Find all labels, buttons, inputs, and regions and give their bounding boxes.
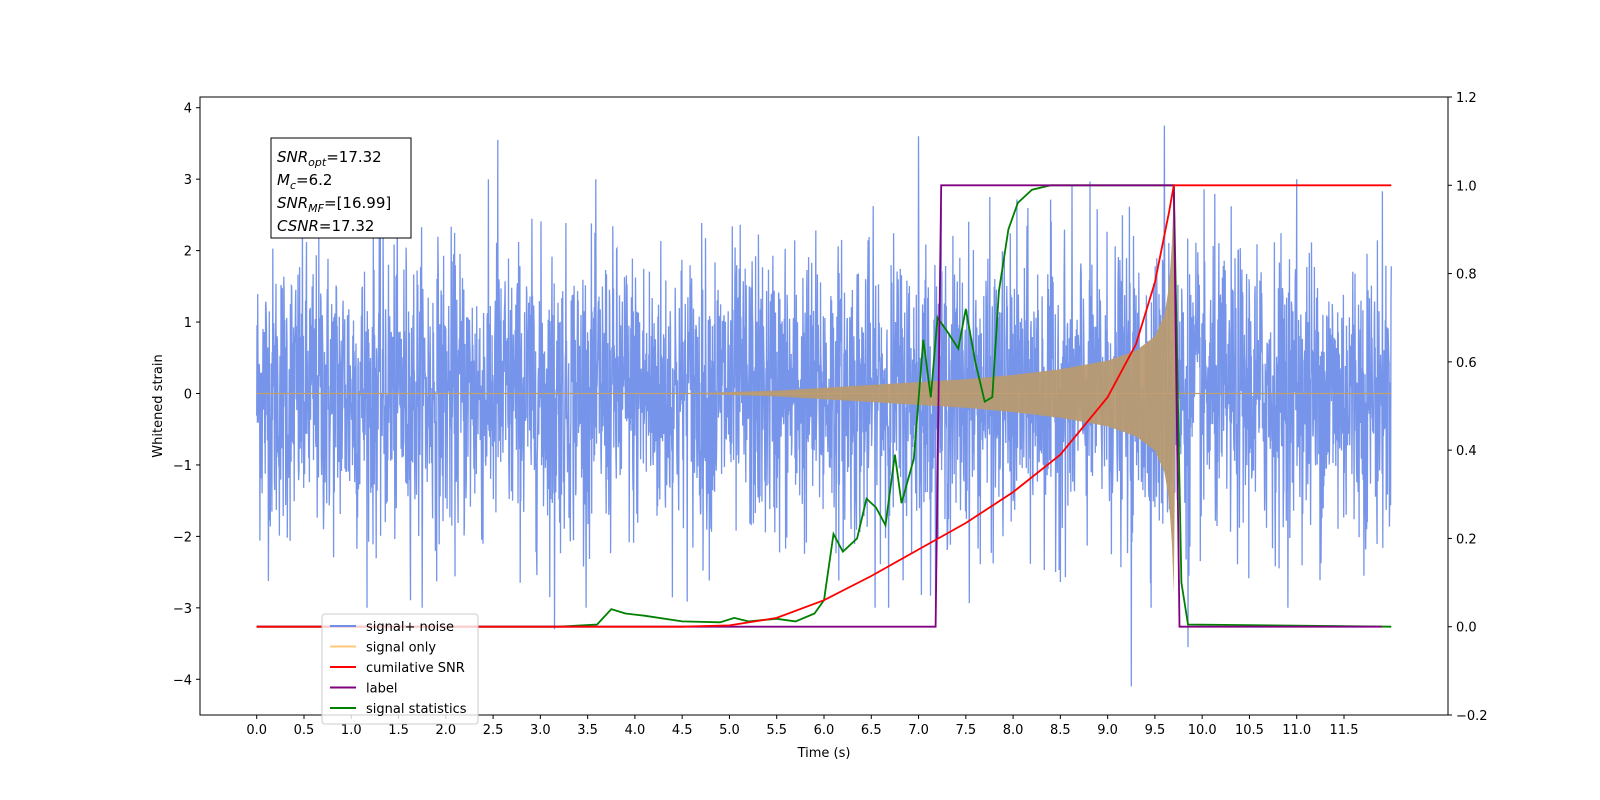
x-tick-label: 6.0 xyxy=(814,723,835,738)
annotation-line: CSNR=17.32 xyxy=(277,217,374,235)
line-signal-plus-noise xyxy=(256,125,1392,687)
y-axis-right: −0.2 0.0 0.2 0.4 0.6 0.8 1.0 1.2 xyxy=(1448,91,1488,724)
annotation-value: =17.32 xyxy=(319,217,375,235)
x-tick-label: 5.0 xyxy=(719,723,740,738)
y-right-tick-label: 0.8 xyxy=(1456,268,1477,283)
legend-label: cumilative SNR xyxy=(366,661,465,676)
x-tick-label: 11.0 xyxy=(1282,723,1311,738)
annotation-frame xyxy=(270,137,412,239)
legend: signal+ noise signal only cumilative SNR la… xyxy=(321,613,479,725)
x-tick-label: 2.0 xyxy=(435,723,456,738)
legend-label: signal statistics xyxy=(366,702,467,717)
y-right-tick-label: 1.0 xyxy=(1456,179,1477,194)
annotation-value: =[16.99] xyxy=(324,194,391,212)
x-tick-label: 9.5 xyxy=(1145,723,1166,738)
y-left-tick-label: 1 xyxy=(184,316,192,331)
annotation-box: SNRopt=17.32Mc=6.2SNRMF=[16.99]CSNR=17.3… xyxy=(270,137,412,239)
x-tick-label: 4.0 xyxy=(625,723,646,738)
y-right-tick-label: 0.6 xyxy=(1456,356,1477,371)
annotation-subscript: MF xyxy=(308,202,324,215)
x-tick-label: 8.0 xyxy=(1003,723,1024,738)
series-signal-only xyxy=(256,193,1392,594)
line-signal-statistics xyxy=(256,184,1392,628)
x-tick-label: 10.5 xyxy=(1235,723,1264,738)
x-tick-label: 6.5 xyxy=(861,723,882,738)
y-right-tick-label: 0.0 xyxy=(1456,621,1477,636)
x-tick-label: 4.5 xyxy=(672,723,693,738)
x-tick-label: 10.0 xyxy=(1188,723,1217,738)
annotation-symbol: SNR xyxy=(277,194,308,212)
x-tick-label: 11.5 xyxy=(1330,723,1359,738)
line-cumilative-snr xyxy=(256,184,1392,628)
annotation-line: SNRMF=[16.99] xyxy=(277,194,391,215)
annotation-line: Mc=6.2 xyxy=(277,171,332,192)
y-right-tick-label: 0.2 xyxy=(1456,532,1477,547)
x-tick-label: 1.5 xyxy=(388,723,409,738)
y-right-tick-label: 0.4 xyxy=(1456,444,1477,459)
x-tick-label: 2.5 xyxy=(483,723,504,738)
y-left-tick-label: 3 xyxy=(184,173,192,188)
annotation-symbol: M xyxy=(277,171,290,189)
legend-label: signal+ noise xyxy=(366,620,454,635)
legend-frame xyxy=(321,613,479,725)
x-tick-label: 7.0 xyxy=(908,723,929,738)
y-left-tick-label: 0 xyxy=(184,387,192,402)
legend-label: label xyxy=(366,682,397,697)
right-axis-series xyxy=(256,184,1392,628)
annotation-value: =6.2 xyxy=(296,171,332,189)
y-axis-label: Whitened strain xyxy=(151,354,166,457)
annotation-subscript: c xyxy=(290,179,296,192)
x-tick-label: 0.0 xyxy=(246,723,267,738)
series-signal-plus-noise xyxy=(256,125,1392,687)
y-left-tick-label: −1 xyxy=(173,459,192,474)
annotation-line: SNRopt=17.32 xyxy=(277,148,382,169)
annotation-subscript: opt xyxy=(308,156,327,169)
x-tick-label: 3.0 xyxy=(530,723,551,738)
y-right-tick-label: 1.2 xyxy=(1456,91,1477,106)
y-left-tick-label: −3 xyxy=(173,602,192,617)
x-tick-label: 9.0 xyxy=(1097,723,1118,738)
legend-label: signal only xyxy=(366,641,436,656)
y-axis-left: −4 −3 −2 −1 0 1 2 3 4 xyxy=(173,102,200,688)
y-left-tick-label: 2 xyxy=(184,245,192,260)
y-left-tick-label: −4 xyxy=(173,673,192,688)
y-left-tick-label: 4 xyxy=(184,102,192,117)
x-tick-label: 7.5 xyxy=(955,723,976,738)
y-right-tick-label: −0.2 xyxy=(1456,709,1488,724)
x-tick-label: 5.5 xyxy=(766,723,787,738)
x-tick-label: 3.5 xyxy=(577,723,598,738)
annotation-value: =17.32 xyxy=(326,148,382,166)
x-axis-label: Time (s) xyxy=(797,746,851,761)
y-left-tick-label: −2 xyxy=(173,530,192,545)
line-label xyxy=(256,184,1382,628)
x-axis: 0.0 0.5 1.0 1.5 2.0 2.5 3.0 3.5 4.0 4.5 5.0 5.5 6.0 6… xyxy=(246,715,1358,738)
x-tick-label: 1.0 xyxy=(341,723,362,738)
annotation-symbol: CSNR xyxy=(277,217,319,235)
x-tick-label: 0.5 xyxy=(294,723,315,738)
x-tick-label: 8.5 xyxy=(1050,723,1071,738)
annotation-symbol: SNR xyxy=(277,148,308,166)
